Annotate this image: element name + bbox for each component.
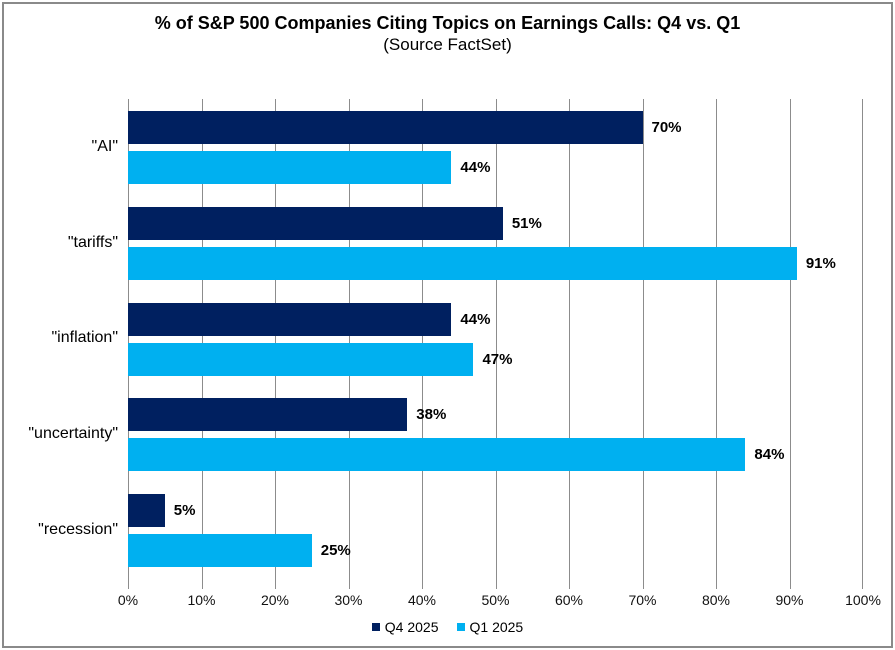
bar-q4-2025 xyxy=(128,111,643,144)
x-axis-tick xyxy=(642,578,644,589)
bar-q4-2025 xyxy=(128,302,452,336)
bar-q4-2025 xyxy=(128,494,165,528)
bar-q1-2025 xyxy=(128,534,312,568)
data-label: 38% xyxy=(416,406,447,424)
data-label: 51% xyxy=(511,214,542,232)
x-axis-labels: 0% 10% 20% 30% 40% 50% 60% 70% 80% 90% 100% xyxy=(118,592,881,608)
data-label: 25% xyxy=(320,542,351,560)
legend-swatch-icon xyxy=(456,623,465,631)
data-label: 44% xyxy=(460,310,491,328)
x-axis-tick-label: 20% xyxy=(260,592,290,608)
x-axis-tick xyxy=(275,578,276,589)
x-axis-tick-label: 100% xyxy=(845,592,881,608)
grid-line xyxy=(862,99,863,589)
bar-q4-2025 xyxy=(128,398,408,432)
legend: Q4 2025 Q1 2025 xyxy=(0,619,895,635)
plot-area: 70% 44% 51% 91% 44% 47% 38% 84% 5% 25% xyxy=(128,99,863,578)
grid-line xyxy=(569,99,570,589)
bar-q1-2025 xyxy=(128,438,746,472)
category-row: 51% 91% xyxy=(128,195,863,291)
category-axis-labels: "AI" "tariffs" "inflation" "uncertainty" "re… xyxy=(0,99,118,578)
legend-swatch-icon xyxy=(371,623,380,631)
legend-label: Q4 2025 xyxy=(384,619,439,635)
category-row: 44% 47% xyxy=(128,291,863,387)
legend-item-q4-2025: Q4 2025 xyxy=(371,619,439,635)
x-axis-tick-label: 70% xyxy=(628,592,657,608)
category-row: 38% 84% xyxy=(128,386,863,482)
grid-line xyxy=(495,99,497,589)
x-axis-tick xyxy=(862,578,863,589)
grid-line xyxy=(642,99,644,589)
title-block: % of S&P 500 Companies Citing Topics on … xyxy=(0,12,895,56)
category-label: "tariffs" xyxy=(67,233,118,251)
data-label: 84% xyxy=(754,446,785,464)
x-axis-tick-label: 80% xyxy=(701,592,731,608)
bar-q4-2025 xyxy=(128,206,503,240)
data-label: 47% xyxy=(482,350,513,368)
chart-title: % of S&P 500 Companies Citing Topics on … xyxy=(154,13,741,33)
grid-line xyxy=(716,99,717,589)
x-axis-tick xyxy=(716,578,717,589)
x-axis-tick xyxy=(495,578,497,589)
x-axis-tick-label: 0% xyxy=(117,592,139,608)
x-axis-tick-label: 50% xyxy=(481,592,510,608)
category-label: "uncertainty" xyxy=(28,425,118,443)
x-axis-tick xyxy=(348,578,350,589)
category-row: 5% 25% xyxy=(128,482,863,578)
x-axis-tick xyxy=(128,578,129,589)
grid-line xyxy=(789,99,791,589)
bar-q1-2025 xyxy=(128,151,452,184)
bar-q1-2025 xyxy=(128,246,797,280)
category-label: "AI" xyxy=(91,137,118,155)
category-label: "inflation" xyxy=(51,329,118,347)
x-axis-tick-label: 10% xyxy=(187,592,216,608)
data-label: 44% xyxy=(460,159,491,176)
data-label: 5% xyxy=(173,502,196,520)
x-axis-tick xyxy=(789,578,791,589)
data-label: 70% xyxy=(651,119,682,136)
x-axis-tick-label: 90% xyxy=(775,592,804,608)
x-axis-tick-label: 30% xyxy=(334,592,363,608)
x-axis-tick xyxy=(569,578,570,589)
category-label: "recession" xyxy=(38,521,118,539)
data-label: 91% xyxy=(805,254,836,272)
x-axis-tick-label: 40% xyxy=(407,592,437,608)
chart-subtitle: (Source FactSet) xyxy=(383,35,512,54)
legend-label: Q1 2025 xyxy=(469,619,524,635)
x-axis-tick xyxy=(201,578,203,589)
x-axis-ticks xyxy=(128,578,863,589)
category-row: 70% 44% xyxy=(128,99,863,195)
bar-q1-2025 xyxy=(128,342,474,376)
x-axis-tick xyxy=(422,578,423,589)
x-axis-tick-label: 60% xyxy=(554,592,584,608)
legend-item-q1-2025: Q1 2025 xyxy=(456,619,524,635)
